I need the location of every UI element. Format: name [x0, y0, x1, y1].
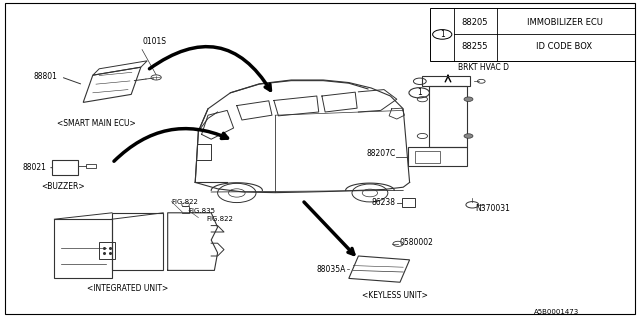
Text: 0101S: 0101S [142, 37, 166, 46]
Text: FIG.822: FIG.822 [206, 216, 233, 222]
Text: IMMOBILIZER ECU: IMMOBILIZER ECU [527, 18, 602, 27]
Text: 1: 1 [417, 88, 422, 97]
Bar [422, 76, 470, 86]
Bar [415, 151, 440, 163]
Text: N370031: N370031 [475, 204, 509, 213]
Text: FIG.822: FIG.822 [172, 199, 198, 204]
Text: 1: 1 [440, 30, 445, 39]
Text: <BUZZER>: <BUZZER> [41, 182, 84, 191]
Text: ID CODE BOX: ID CODE BOX [536, 42, 593, 51]
Text: 88255: 88255 [461, 42, 488, 51]
Text: 88205: 88205 [461, 18, 488, 27]
Text: 86238: 86238 [371, 198, 396, 207]
Circle shape [464, 134, 473, 138]
Bar [86, 164, 96, 168]
Bar [408, 147, 467, 166]
Text: 88035A: 88035A [316, 265, 346, 274]
Text: BRKT HVAC D: BRKT HVAC D [458, 63, 509, 72]
Bar [99, 242, 115, 259]
Text: A5B0001473: A5B0001473 [534, 309, 579, 315]
Text: 88021: 88021 [22, 163, 46, 172]
Text: <SMART MAIN ECU>: <SMART MAIN ECU> [56, 119, 136, 128]
Text: <INTEGRATED UNIT>: <INTEGRATED UNIT> [88, 284, 168, 293]
Text: 88801: 88801 [34, 72, 58, 81]
Text: <KEYLESS UNIT>: <KEYLESS UNIT> [362, 291, 428, 300]
Text: FIG.835: FIG.835 [189, 208, 216, 213]
Bar [402, 198, 415, 207]
Text: 0580002: 0580002 [400, 238, 434, 247]
Bar [430, 8, 635, 61]
Bar [52, 160, 78, 175]
Circle shape [464, 97, 473, 101]
Text: 88207C: 88207C [366, 149, 396, 158]
Bar [429, 86, 467, 147]
